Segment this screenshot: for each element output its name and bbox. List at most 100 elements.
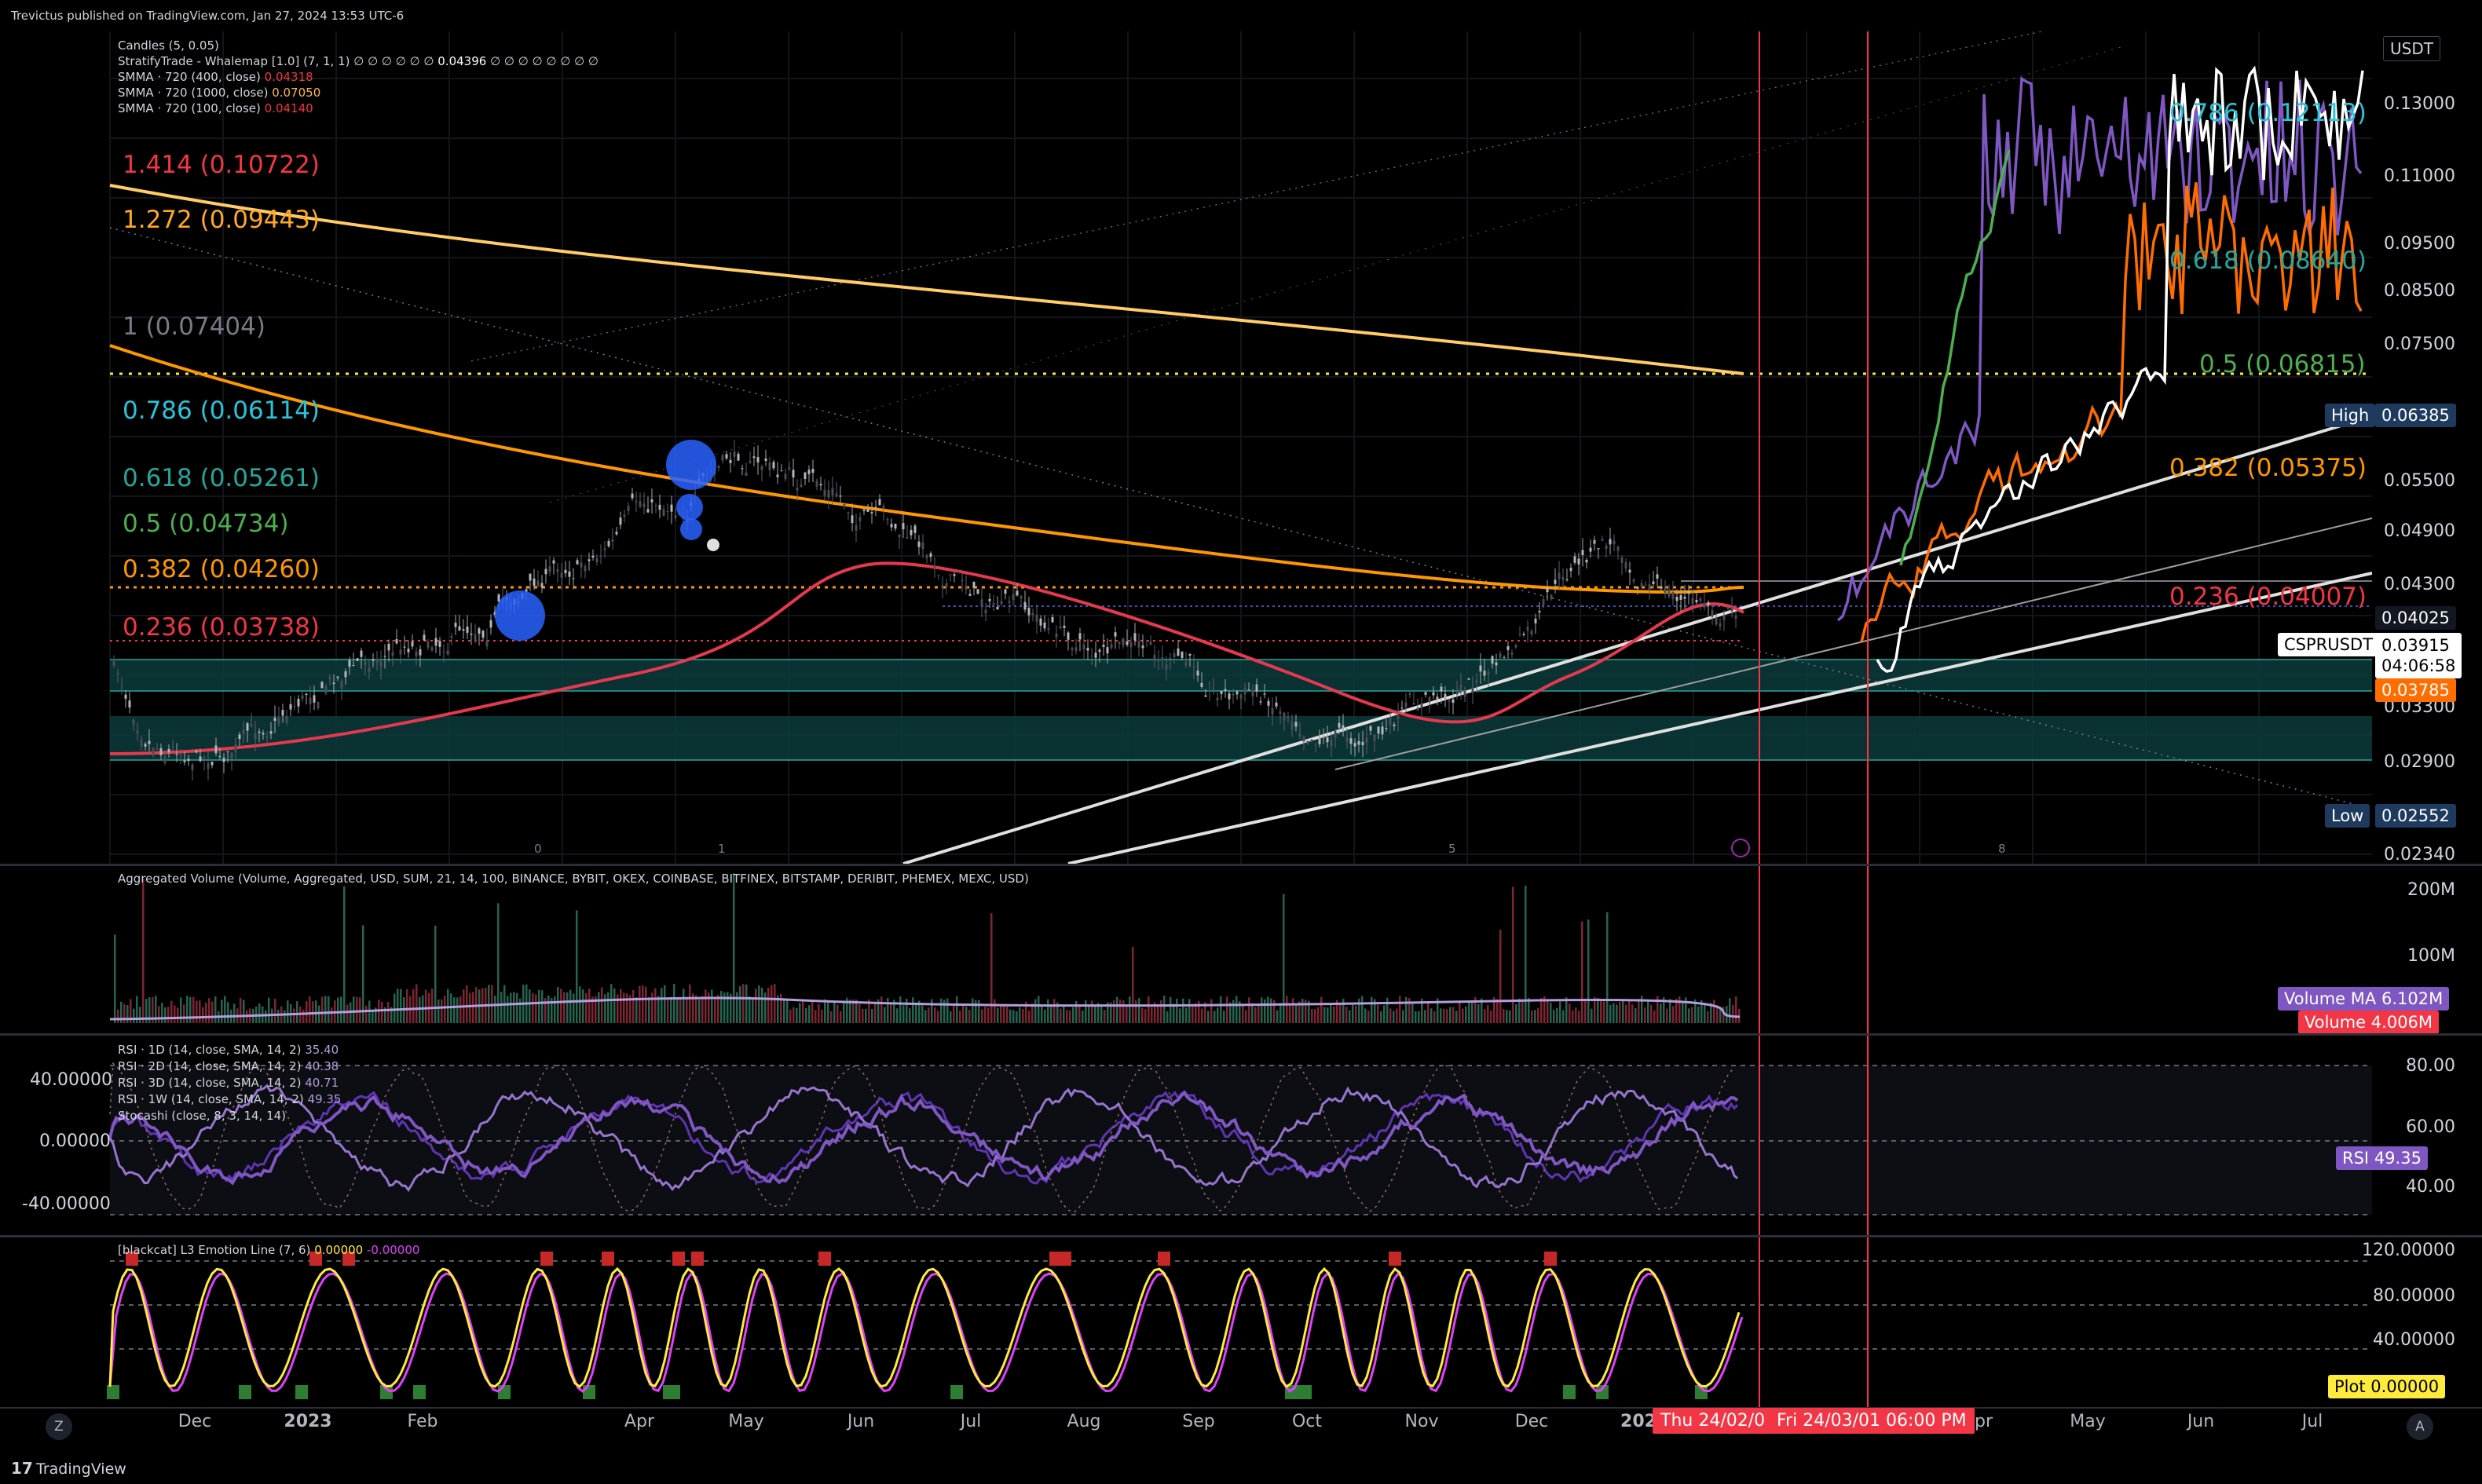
volume-bar [145,999,148,1023]
candle-body [1715,617,1718,625]
candle-body [1683,597,1686,599]
candle-body [533,578,536,586]
candle-body [1334,730,1337,738]
candle-body [167,748,170,753]
signal-marker [672,1252,685,1266]
pane-separator[interactable] [0,864,2482,866]
candle-body [1397,715,1400,719]
candle-body [635,501,638,503]
volume-bar [189,996,192,1023]
volume-bar [340,996,342,1023]
volume-bar [130,999,132,1023]
volume-bar [227,1002,229,1023]
pane-separator[interactable] [0,1033,2482,1036]
candle-body [1165,664,1168,670]
candle-body [1436,696,1439,700]
volume-bar [142,878,145,1023]
candle-body [387,643,390,651]
candle-body [1703,602,1706,608]
candle-body [462,629,465,631]
volume-bar [742,984,745,1023]
volume-bar [488,985,490,1023]
candle-body [466,627,469,633]
volume-bar [1569,1003,1571,1023]
signal-marker [583,1385,595,1399]
candle-body [478,628,481,634]
volume-bar [500,992,503,1023]
volume-bar [1402,1010,1404,1023]
candle-body [1290,722,1294,729]
candle-body [756,457,760,462]
volume-bar [576,910,578,1023]
candle-body [1369,726,1372,731]
candle-body [1322,735,1325,738]
candle-body [1137,641,1140,648]
candle-body [811,469,815,473]
volume-bar [1700,1000,1703,1023]
volume-bar [1151,1007,1153,1023]
volume-bar [994,999,996,1023]
price-chart[interactable] [0,31,2372,864]
volume-bar [1729,998,1731,1023]
volume-bar [1327,1007,1329,1023]
volume-bar [381,1001,383,1023]
price-axis[interactable]: USDT 0.13000 0.11000 0.09500 0.08500 0.0… [2372,31,2482,864]
currency-label[interactable]: USDT [2383,36,2440,61]
price-tick: 0.08500 [2384,281,2455,301]
auto-scale-button[interactable]: A [2407,1413,2433,1440]
volume-bar [1641,996,1643,1023]
candle-body [1550,594,1553,599]
candle-body [1448,700,1451,702]
candle-body [1616,546,1620,551]
candle-body [729,459,732,463]
main-price-pane[interactable]: Candles (5, 0.05) StratifyTrade - Whalem… [0,31,2482,864]
volume-bar [811,1000,814,1023]
volume-bar [1383,1005,1386,1023]
volume-bar [1660,1003,1662,1023]
volume-bar [604,994,606,1023]
stoch-tick: -40.00000 [22,1194,111,1214]
candle-body [776,474,779,477]
candle-body [1440,686,1443,692]
volume-bar [896,1008,899,1023]
signal-marker [818,1252,831,1266]
volume-bar [981,1009,983,1023]
candle-body [1365,737,1368,744]
signal-marker [1158,1252,1170,1266]
candle-body [552,560,555,564]
volume-bar [1323,1007,1326,1023]
volume-bar [412,989,415,1023]
volume-pane[interactable]: Aggregated Volume (Volume, Aggregated, U… [0,866,2482,1034]
emotion-chart[interactable] [0,1237,2372,1407]
rsi-pane[interactable]: RSI · 1D (14, close, SMA, 14, 2) 35.40 R… [0,1036,2482,1235]
candle-body [474,634,477,641]
rsi-chart[interactable] [0,1036,2372,1235]
volume-bar [915,1002,917,1023]
candle-body [1444,693,1447,700]
volume-bar [1584,998,1587,1023]
volume-tick: 200M [2407,880,2455,900]
volume-bar [1066,1010,1068,1023]
time-axis[interactable] [0,1407,2482,1456]
candle-body [1675,597,1678,601]
zoom-button[interactable]: Z [46,1413,72,1440]
volume-bar [987,1007,990,1023]
volume-bar [1295,1005,1298,1023]
candle-body [1259,701,1262,703]
candle-body [1181,651,1184,658]
pane-separator[interactable] [0,1235,2482,1237]
volume-bar [1484,1009,1486,1023]
candle-body [1326,737,1329,743]
volume-bar [1477,1003,1480,1023]
volume-bar [1160,1000,1162,1023]
candle-body [1318,737,1321,744]
candle-body [222,758,225,762]
candle-body [1491,656,1494,664]
volume-bar [918,1000,921,1023]
candle-body [1208,690,1211,692]
candle-body [796,488,799,491]
volume-bar [277,1009,280,1023]
emotion-pane[interactable]: [blackcat] L3 Emotion Line (7, 6) 0.0000… [0,1237,2482,1407]
volume-chart[interactable] [0,866,2372,1033]
candle-body [1114,632,1117,637]
